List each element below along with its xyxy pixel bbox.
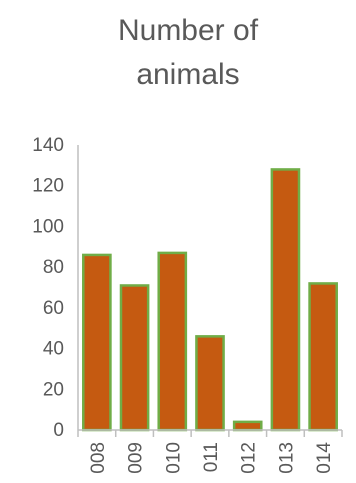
x-tick-label: 011 <box>201 442 222 472</box>
y-axis-ticks: 0 20 40 60 80 100 120 140 <box>32 135 64 441</box>
y-tick-label: 20 <box>43 379 64 400</box>
y-tick-label: 140 <box>32 135 64 156</box>
y-tick-label: 80 <box>43 257 64 278</box>
bar <box>270 168 301 432</box>
y-tick-label: 0 <box>53 420 64 441</box>
y-tick-label: 60 <box>43 298 64 319</box>
x-axis-ticks: 008 009 010 011 012 013 014 <box>88 442 335 474</box>
bar <box>195 335 225 432</box>
y-tick-label: 120 <box>32 176 64 197</box>
x-tick-label: 014 <box>314 442 335 474</box>
y-tick-label: 40 <box>43 339 64 360</box>
x-tick-label: 012 <box>239 442 260 474</box>
chart-title-line-1: Number of <box>118 14 259 47</box>
bar-series <box>82 168 338 432</box>
x-tick-label: 009 <box>126 442 147 474</box>
bar <box>82 253 112 432</box>
y-tick-label: 100 <box>32 216 64 237</box>
bar <box>308 282 338 432</box>
axes <box>77 145 343 437</box>
bar <box>232 420 263 432</box>
chart-title-line-2: animals <box>136 58 239 91</box>
bar <box>157 251 188 432</box>
x-tick-label: 008 <box>88 442 109 474</box>
x-tick-label: 010 <box>163 442 184 474</box>
x-tick-label: 013 <box>276 442 297 474</box>
bar <box>119 284 150 432</box>
